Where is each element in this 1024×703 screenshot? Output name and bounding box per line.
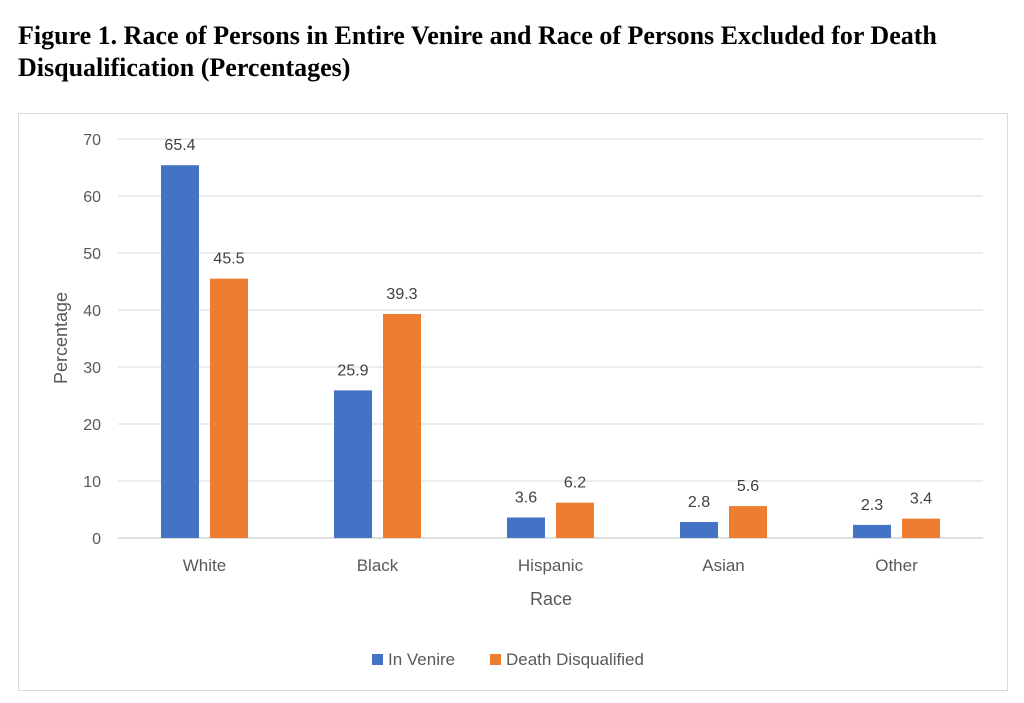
data-label: 65.4 xyxy=(164,137,195,154)
data-label: 5.6 xyxy=(737,478,759,495)
y-tick-label: 10 xyxy=(83,474,101,491)
legend: In Venire Death Disqualified xyxy=(372,650,644,669)
y-tick-label: 70 xyxy=(83,132,101,149)
bar-death-disqualified xyxy=(729,506,767,538)
legend-swatch xyxy=(372,654,383,665)
data-label: 3.4 xyxy=(910,491,932,508)
x-tick-label: Black xyxy=(357,556,399,575)
data-label: 6.2 xyxy=(564,475,586,492)
figure-title: Figure 1. Race of Persons in Entire Veni… xyxy=(18,21,937,82)
legend-label: Death Disqualified xyxy=(506,650,644,669)
y-axis-ticks: 0 10 20 30 40 50 60 70 xyxy=(83,132,101,548)
bar-death-disqualified xyxy=(556,502,594,538)
y-tick-label: 20 xyxy=(83,417,101,434)
bar-in-venire xyxy=(507,517,545,538)
bar-death-disqualified xyxy=(210,278,248,538)
bars xyxy=(161,165,940,538)
gridlines xyxy=(118,138,983,539)
x-axis-ticks: White Black Hispanic Asian Other xyxy=(183,556,918,575)
chart-area xyxy=(18,113,1008,691)
x-tick-label: Other xyxy=(875,556,918,575)
legend-label: In Venire xyxy=(388,650,455,669)
bar-in-venire xyxy=(161,165,199,538)
y-tick-label: 0 xyxy=(92,531,101,548)
bar-in-venire xyxy=(680,522,718,538)
data-labels: 65.4 45.5 25.9 39.3 3.6 6.2 2.8 5.6 2.3 3.4 xyxy=(164,137,932,514)
x-axis-label: Race xyxy=(530,589,572,609)
data-label: 39.3 xyxy=(386,286,417,303)
bar-in-venire xyxy=(334,390,372,538)
data-label: 3.6 xyxy=(515,489,537,506)
bar-in-venire xyxy=(853,524,891,538)
data-label: 2.8 xyxy=(688,494,710,511)
x-tick-label: Hispanic xyxy=(518,556,584,575)
x-tick-label: White xyxy=(183,556,226,575)
y-tick-label: 60 xyxy=(83,189,101,206)
x-tick-label: Asian xyxy=(702,556,745,575)
y-axis-label: Percentage xyxy=(51,292,71,384)
bar-death-disqualified xyxy=(902,518,940,538)
y-tick-label: 50 xyxy=(83,246,101,263)
data-label: 2.3 xyxy=(861,497,883,514)
legend-swatch xyxy=(490,654,501,665)
bar-death-disqualified xyxy=(383,313,421,538)
data-label: 25.9 xyxy=(337,362,368,379)
y-tick-label: 30 xyxy=(83,360,101,377)
y-tick-label: 40 xyxy=(83,303,101,320)
data-label: 45.5 xyxy=(213,251,244,268)
